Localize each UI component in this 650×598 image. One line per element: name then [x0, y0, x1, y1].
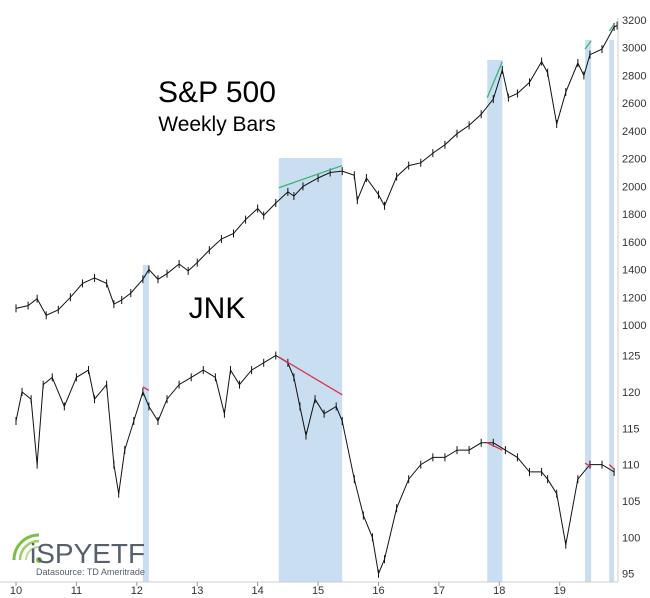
jnk-divergence-line	[278, 356, 343, 396]
spx-y-tick-label: 3000	[622, 43, 646, 55]
logo: iSPYETF Datasource: TD Ameritrade	[12, 533, 145, 577]
spx-y-tick-label: 2600	[622, 98, 646, 110]
jnk-label: JNK	[189, 292, 246, 325]
highlight-band	[585, 40, 592, 582]
x-tick-label: 13	[191, 585, 203, 597]
jnk-divergence-line	[584, 462, 592, 468]
spx-y-tick-label: 1400	[622, 265, 646, 277]
jnk-divergence-line	[142, 386, 150, 392]
jnk-y-tick-label: 100	[622, 532, 640, 544]
spx-y-axis: 1000 1200 1400 1600 1800 2000 2200 2400 2600 2800…	[617, 15, 646, 582]
jnk-y-tick-label: 115	[622, 423, 640, 435]
chart-subtitle: Weekly Bars	[158, 113, 275, 136]
spx-y-tick-label: 2400	[622, 126, 646, 138]
jnk-series	[15, 351, 615, 578]
spx-y-tick-label: 1800	[622, 209, 646, 221]
x-tick-label: 12	[131, 585, 143, 597]
divergence-lines	[142, 23, 615, 470]
jnk-y-tick-label: 120	[622, 387, 640, 399]
spx-divergence-line	[608, 23, 615, 32]
jnk-divergence-line	[486, 442, 503, 451]
spx-series	[15, 21, 618, 320]
chart-title: S&P 500	[158, 76, 276, 109]
x-tick-label: 11	[71, 585, 82, 597]
spx-y-tick-label: 1000	[622, 320, 646, 332]
spx-divergence-line	[278, 164, 343, 189]
jnk-y-axis: 95 100 105 110 115 120 125	[622, 351, 640, 581]
spx-y-tick-label: 1200	[622, 292, 646, 304]
highlight-band	[609, 40, 615, 582]
jnk-y-tick-label: 95	[622, 569, 634, 581]
x-tick-label: 10	[10, 585, 22, 597]
jnk-y-tick-label: 125	[622, 351, 640, 363]
highlight-bands	[142, 40, 615, 582]
x-tick-label: 15	[312, 585, 324, 597]
x-tick-label: 16	[372, 585, 384, 597]
jnk-y-tick-label: 110	[622, 460, 640, 472]
jnk-y-tick-label: 105	[622, 496, 640, 508]
spx-y-tick-label: 1600	[622, 237, 646, 249]
spx-divergence-line	[486, 61, 503, 98]
datasource-label: Datasource: TD Ameritrade	[36, 567, 145, 577]
highlight-band	[278, 158, 343, 582]
spx-y-tick-label: 3200	[622, 15, 646, 27]
highlight-band	[487, 60, 503, 582]
spx-divergence-line	[584, 40, 592, 50]
spx-line	[15, 25, 618, 316]
x-tick-label: 17	[433, 585, 445, 597]
spx-y-tick-label: 2200	[622, 154, 646, 166]
spx-y-tick-label: 2000	[622, 181, 646, 193]
x-tick-label: 14	[252, 585, 264, 597]
highlight-band	[142, 265, 149, 582]
spx-y-tick-label: 2800	[622, 70, 646, 82]
x-tick-label: 18	[493, 585, 505, 597]
radar-icon	[12, 533, 42, 563]
x-tick-label: 19	[554, 585, 566, 597]
x-axis: 10 11 12 13 14 15 16 17 18 19	[0, 581, 618, 597]
logo-text: iSPYETF	[30, 538, 145, 569]
jnk-divergence-line	[608, 464, 615, 470]
jnk-line	[15, 354, 615, 576]
